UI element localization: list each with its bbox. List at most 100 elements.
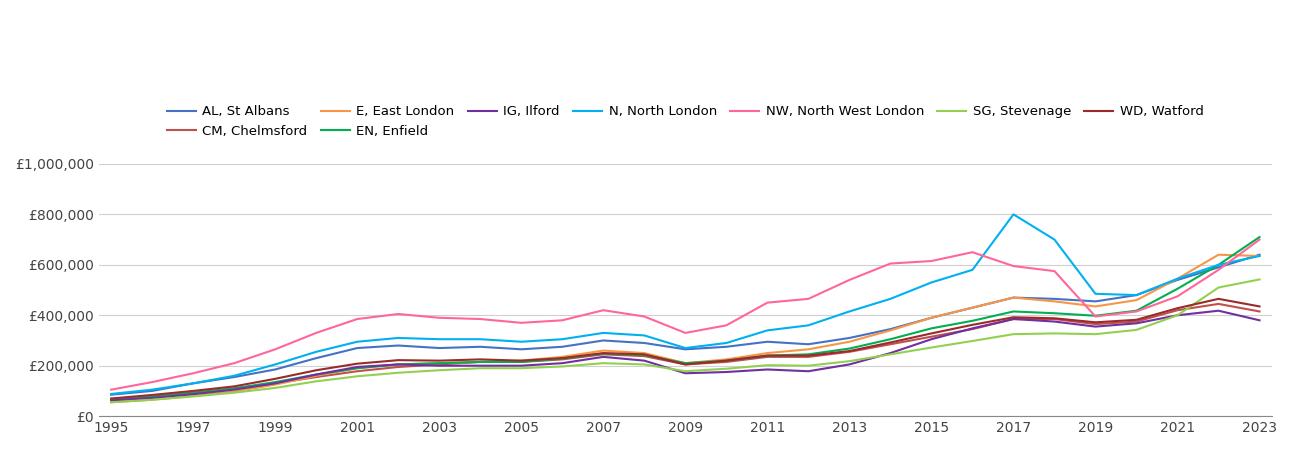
NW, North West London (677, 330, 693, 336)
SG, Stevenage (1169, 313, 1185, 318)
NW, North West London (595, 307, 611, 313)
AL, St Albans (350, 345, 365, 351)
SG, Stevenage (268, 385, 283, 391)
CM, Chelmsford (390, 364, 406, 369)
AL, St Albans (677, 346, 693, 352)
WD, Watford (1169, 306, 1185, 311)
IG, Ilford (637, 358, 652, 363)
CM, Chelmsford (103, 397, 119, 402)
WD, Watford (760, 353, 775, 358)
EN, Enfield (800, 351, 816, 357)
WD, Watford (964, 322, 980, 328)
E, East London (1047, 299, 1062, 304)
WD, Watford (1047, 315, 1062, 321)
N, North London (390, 335, 406, 341)
IG, Ilford (1129, 320, 1144, 326)
IG, Ilford (1006, 316, 1022, 322)
CM, Chelmsford (800, 354, 816, 360)
N, North London (555, 337, 570, 342)
EN, Enfield (1129, 308, 1144, 313)
AL, St Albans (1211, 265, 1227, 270)
NW, North West London (760, 300, 775, 306)
WD, Watford (719, 358, 735, 363)
WD, Watford (1251, 304, 1267, 309)
WD, Watford (268, 376, 283, 382)
IG, Ilford (719, 369, 735, 375)
WD, Watford (677, 362, 693, 367)
N, North London (103, 391, 119, 396)
WD, Watford (308, 368, 324, 373)
EN, Enfield (719, 358, 735, 363)
AL, St Albans (145, 388, 161, 394)
N, North London (1006, 212, 1022, 217)
AL, St Albans (719, 344, 735, 350)
SG, Stevenage (185, 394, 201, 399)
NW, North West London (555, 318, 570, 323)
N, North London (964, 267, 980, 273)
AL, St Albans (432, 345, 448, 351)
E, East London (1087, 304, 1103, 309)
N, North London (1087, 291, 1103, 297)
IG, Ilford (677, 370, 693, 376)
NW, North West London (432, 315, 448, 320)
EN, Enfield (760, 353, 775, 358)
IG, Ilford (145, 395, 161, 400)
WD, Watford (185, 388, 201, 394)
E, East London (185, 393, 201, 399)
EN, Enfield (595, 351, 611, 356)
EN, Enfield (185, 390, 201, 396)
EN, Enfield (472, 359, 488, 364)
WD, Watford (1087, 320, 1103, 325)
EN, Enfield (513, 359, 529, 364)
SG, Stevenage (760, 363, 775, 368)
NW, North West London (882, 261, 898, 266)
CM, Chelmsford (760, 354, 775, 360)
WD, Watford (842, 348, 857, 354)
EN, Enfield (226, 386, 241, 391)
NW, North West London (226, 360, 241, 366)
NW, North West London (268, 346, 283, 352)
CM, Chelmsford (432, 362, 448, 367)
NW, North West London (800, 296, 816, 302)
WD, Watford (432, 358, 448, 363)
IG, Ilford (1211, 308, 1227, 313)
AL, St Albans (882, 326, 898, 332)
IG, Ilford (472, 363, 488, 369)
CM, Chelmsford (842, 349, 857, 355)
AL, St Albans (842, 335, 857, 341)
E, East London (1006, 295, 1022, 300)
CM, Chelmsford (513, 359, 529, 364)
NW, North West London (924, 258, 940, 264)
SG, Stevenage (842, 359, 857, 364)
SG, Stevenage (1047, 331, 1062, 336)
EN, Enfield (432, 360, 448, 366)
NW, North West London (1006, 263, 1022, 269)
EN, Enfield (1211, 262, 1227, 267)
NW, North West London (1169, 294, 1185, 299)
IG, Ilford (390, 362, 406, 367)
WD, Watford (145, 392, 161, 398)
IG, Ilford (964, 326, 980, 331)
E, East London (1169, 276, 1185, 281)
IG, Ilford (842, 362, 857, 367)
CM, Chelmsford (1006, 316, 1022, 322)
N, North London (145, 387, 161, 392)
AL, St Albans (268, 367, 283, 372)
EN, Enfield (145, 394, 161, 400)
CM, Chelmsford (555, 357, 570, 362)
N, North London (1129, 292, 1144, 298)
CM, Chelmsford (924, 334, 940, 339)
NW, North West London (390, 311, 406, 317)
WD, Watford (882, 340, 898, 345)
E, East London (964, 305, 980, 310)
SG, Stevenage (1006, 332, 1022, 337)
Line: IG, Ilford: IG, Ilford (111, 310, 1259, 400)
AL, St Albans (1087, 299, 1103, 304)
Line: WD, Watford: WD, Watford (111, 299, 1259, 399)
AL, St Albans (103, 392, 119, 397)
NW, North West London (1251, 237, 1267, 242)
N, North London (185, 381, 201, 386)
CM, Chelmsford (1129, 319, 1144, 324)
SG, Stevenage (472, 365, 488, 371)
CM, Chelmsford (595, 351, 611, 357)
